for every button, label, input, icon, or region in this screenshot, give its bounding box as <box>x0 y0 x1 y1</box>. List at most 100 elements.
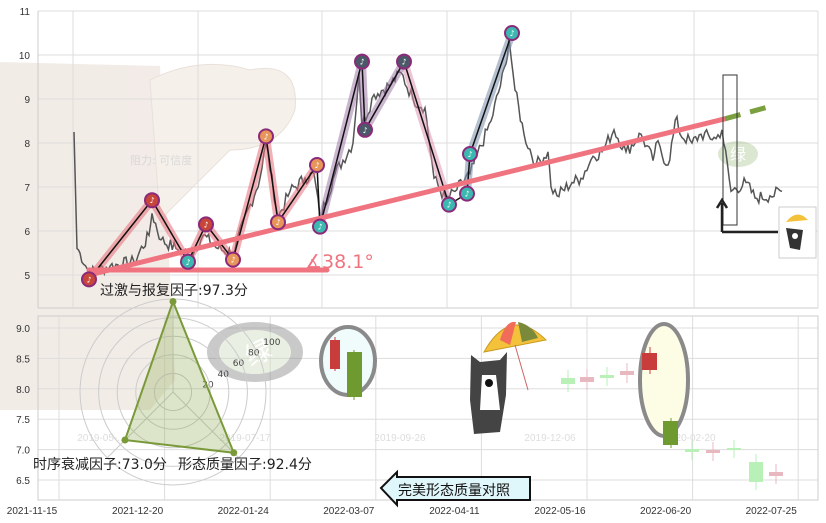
up-candle <box>642 353 657 370</box>
note-icon: ♪ <box>230 256 235 265</box>
radar-ring-label: 60 <box>233 359 245 369</box>
bottom-y-axis: 9.0 8.5 8.0 7.5 7.0 6.5 <box>16 324 30 487</box>
radar-axis <box>172 391 240 459</box>
pivot-circle <box>258 128 274 145</box>
y-tick-label: 6.5 <box>16 476 30 487</box>
down-candle <box>347 352 362 397</box>
candle-body <box>600 375 614 378</box>
radar-ring-label: 100 <box>263 338 280 348</box>
watermark-date: 2020-02-20 <box>664 433 716 444</box>
y-tick-label: 8.5 <box>16 354 30 365</box>
y-tick-label: 9.0 <box>16 324 30 335</box>
x-tick-label: 2022-06-20 <box>640 506 692 517</box>
radar-point <box>169 298 177 306</box>
candle-body <box>749 462 763 482</box>
candle-compare-1 <box>319 325 377 400</box>
x-tick-label: 2022-03-07 <box>323 506 375 517</box>
candle-body <box>727 448 741 450</box>
note-icon: ♪ <box>185 258 190 267</box>
radar-area <box>123 298 236 454</box>
zigzag-band <box>463 31 516 194</box>
pivot-circle <box>225 251 241 268</box>
y-tick-label: 8.0 <box>16 385 30 396</box>
y-tick-label: 9 <box>24 95 30 106</box>
radar-ring-label: 80 <box>248 349 260 359</box>
dog-umbrella-illustration <box>470 321 548 434</box>
watermark-date: 2019-12-06 <box>524 433 576 444</box>
pivot-marker: ♪ <box>144 192 160 209</box>
x-tick-label: 2022-01-24 <box>218 506 270 517</box>
watermark-dog-illustration <box>0 62 296 410</box>
y-tick-label: 6 <box>24 227 30 238</box>
pivot-marker: ♪ <box>198 216 214 233</box>
pivot-circle <box>312 218 328 235</box>
top-y-axis: 5 6 7 8 9 10 11 <box>19 7 31 282</box>
pivot-marker: ♪ <box>270 214 286 231</box>
note-icon: ♪ <box>401 58 406 67</box>
candle-body <box>561 378 575 384</box>
faint-resistance-label: 阻力: 可信度 <box>130 153 192 167</box>
note-icon: ♪ <box>86 275 91 284</box>
candle-body <box>706 450 720 453</box>
x-tick-label: 2021-12-20 <box>112 506 164 517</box>
y-tick-label: 8 <box>24 139 30 150</box>
radar-point <box>230 449 238 457</box>
note-icon: ♪ <box>263 132 268 141</box>
note-icon: ♪ <box>509 29 514 38</box>
x-tick-label: 2021-11-15 <box>7 506 58 517</box>
x-tick-label: 2022-07-25 <box>746 506 798 517</box>
watermark-dates: 2019-05-.. 2019-07-17 2019-09-26 2019-12-06… <box>77 433 716 444</box>
pointer-arrow <box>715 197 778 234</box>
zigzag-line <box>88 32 513 280</box>
note-icon: ♪ <box>203 220 208 229</box>
pivot-circle <box>504 25 520 41</box>
x-tick-label: 2022-05-16 <box>534 506 586 517</box>
pivot-circle <box>309 157 325 173</box>
radar-axis <box>106 391 174 459</box>
note-icon: ♪ <box>362 126 367 135</box>
note-icon: ♪ <box>149 196 154 205</box>
pivot-circle <box>270 214 286 231</box>
watermark-date: 2019-09-26 <box>374 433 426 444</box>
pivot-marker: ♪ <box>81 271 97 288</box>
pivot-marker: ♪ <box>354 53 370 70</box>
pivot-marker: ♪ <box>441 196 457 213</box>
radar-label-overreaction: 过激与报复因子:97.3分 <box>100 282 248 299</box>
y-tick-label: 7.5 <box>16 415 30 426</box>
note-icon: ♪ <box>314 161 319 170</box>
y-tick-label: 11 <box>20 7 31 18</box>
pivot-circle <box>81 271 97 288</box>
pivot-marker: ♪ <box>258 128 274 145</box>
candle-body <box>685 449 699 452</box>
pivot-circle <box>354 53 370 70</box>
note-icon: ♪ <box>464 190 469 199</box>
projection-line <box>724 103 774 122</box>
pivot-marker: ♪ <box>312 218 328 235</box>
faint-candles <box>561 363 783 490</box>
pivot-marker: ♪ <box>396 53 412 70</box>
radar-label-pattern-quality: 形态质量因子:92.4分 <box>178 457 312 473</box>
pivot-circle <box>180 253 196 270</box>
trend-line <box>86 116 728 278</box>
watermark-date: 2019-05-.. <box>77 433 123 444</box>
note-icon: ♪ <box>317 223 322 232</box>
pivot-marker: ♪ <box>225 251 241 268</box>
y-tick-label: 10 <box>19 51 31 62</box>
pivot-marker: ♪ <box>459 185 475 202</box>
pivot-markers: ♪ ♪ ♪ ♪ ♪ ♪ ♪ ♪ ♪ ♪ ♪ ♪ ♪ ♪ ♪ ♪ <box>81 25 520 288</box>
watermark-date: 2019-07-17 <box>219 433 271 444</box>
y-tick-label: 7.0 <box>16 446 30 457</box>
pivot-circle <box>459 185 475 202</box>
x-axis: 2021-11-15 2021-12-20 2022-01-24 2022-03-07… <box>7 506 797 517</box>
pivot-circle <box>144 192 160 209</box>
pivot-marker: ♪ <box>462 146 478 162</box>
note-icon: ♪ <box>275 218 280 227</box>
x-tick-label: 2022-04-11 <box>429 506 480 517</box>
comparison-callout: 完美形态质量对照 <box>379 469 531 508</box>
pivot-circle <box>198 216 214 233</box>
faint-badge: 绿 <box>718 141 758 167</box>
note-icon: ♪ <box>446 201 451 210</box>
bottom-badge-watermark: 绿 <box>207 322 303 382</box>
small-dog-icon <box>778 206 817 259</box>
